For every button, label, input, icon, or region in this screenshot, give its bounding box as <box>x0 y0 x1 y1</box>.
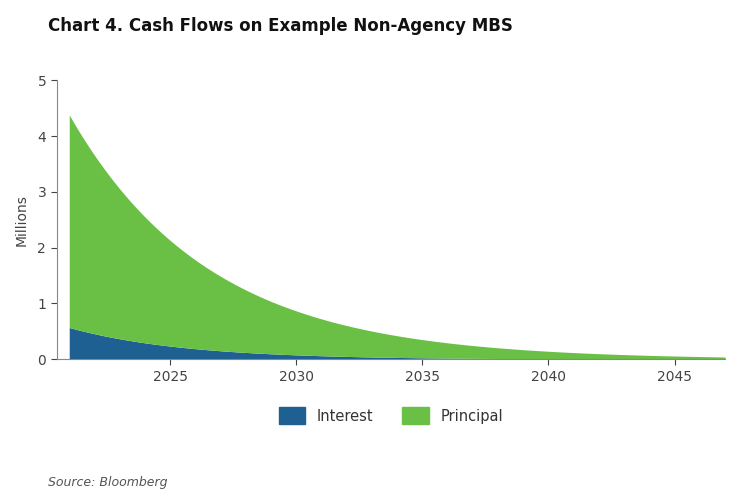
Text: Chart 4. Cash Flows on Example Non-Agency MBS: Chart 4. Cash Flows on Example Non-Agenc… <box>48 17 513 35</box>
Y-axis label: Millions: Millions <box>15 194 29 246</box>
Text: Source: Bloomberg: Source: Bloomberg <box>48 476 167 489</box>
Legend: Interest, Principal: Interest, Principal <box>272 400 510 432</box>
